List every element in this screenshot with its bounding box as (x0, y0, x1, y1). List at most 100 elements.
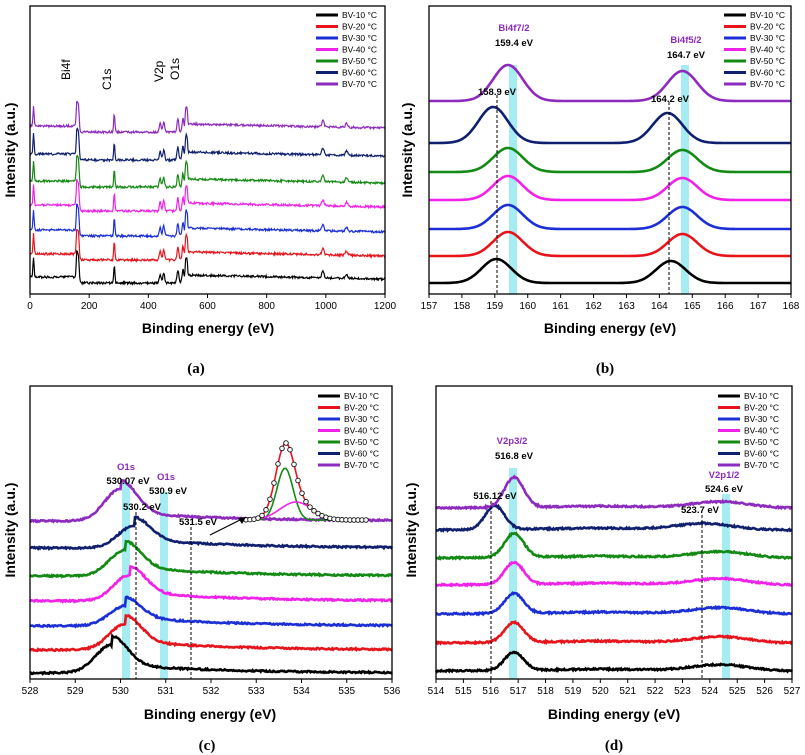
inset-data-point (307, 504, 313, 510)
series-1-line (29, 250, 386, 286)
legend-entry: BV-50 °C (344, 437, 379, 447)
legend-entry: BV-40 °C (342, 45, 377, 55)
x-tick-label: 157 (421, 301, 438, 312)
panel-b-ann-bi4f52: Bi4f5/2 (670, 35, 701, 46)
panel-b-xlabel: Binding energy (eV) (544, 320, 676, 336)
legend-entry: BV-40 °C (744, 426, 779, 436)
legend-entry: BV-10 °C (342, 10, 377, 20)
series-7-line (29, 101, 386, 135)
panel-d-highlight-1 (509, 468, 517, 679)
panel-c-ann-o1s-2: O1s (157, 472, 175, 483)
x-tick-label: 534 (293, 686, 310, 697)
x-tick-label: 164 (651, 301, 668, 312)
series-3-line (436, 591, 793, 617)
legend-entry: BV-30 °C (750, 33, 785, 43)
panel-c-xlabel: Binding energy (eV) (144, 706, 276, 722)
x-tick-label: 159 (486, 301, 503, 312)
panel-d: 514 515 516 517 518 519 520 521 522 523 524 525 526 5… (403, 385, 801, 754)
panel-c-x-ticks: 528 529 530 531 532 533 534 535 536 (22, 679, 401, 697)
inset-data-point (315, 510, 321, 517)
panel-a-peak-bi4f: Bi4f (59, 59, 73, 80)
x-tick-label: 530 (112, 686, 129, 697)
inset-data-point (287, 446, 293, 453)
panel-b-ann-158-9: 158.9 eV (478, 87, 517, 98)
inset-arrow-head (238, 517, 246, 524)
legend-entry: BV-20 °C (342, 22, 377, 32)
series-2-line (429, 230, 791, 258)
series-2-line (435, 620, 793, 646)
x-tick-label: 166 (717, 301, 734, 312)
legend-entry: BV-70 °C (744, 460, 779, 470)
panel-a-x-ticks: 0 200 400 600 800 1000 1200 (27, 294, 397, 312)
panel-c-highlight-1 (122, 482, 130, 679)
x-tick-label: 165 (684, 301, 701, 312)
panel-d-ann-v2p12: V2p1/2 (709, 470, 740, 481)
inset-data-point (259, 512, 265, 519)
x-tick-label: 527 (784, 686, 801, 697)
x-tick-label: 528 (22, 686, 39, 697)
x-tick-label: 533 (248, 686, 265, 697)
inset-data-point (291, 461, 297, 468)
x-tick-label: 524 (702, 686, 719, 697)
series-7-line (429, 63, 791, 103)
panel-a-peak-c1s: C1s (100, 69, 114, 90)
panel-b-ann-159-4: 159.4 eV (495, 38, 534, 49)
series-3-line (29, 203, 386, 239)
legend-entry: BV-10 °C (744, 391, 779, 401)
panel-c-ann-530-07: 530.07 eV (106, 476, 150, 487)
x-tick-label: 523 (674, 686, 691, 697)
legend-entry: BV-30 °C (344, 414, 379, 424)
inset-data-point (271, 480, 277, 486)
series-4-line (29, 178, 386, 214)
x-tick-label: 200 (81, 301, 98, 312)
x-tick-label: 1200 (374, 301, 397, 312)
panel-c-ann-530-2: 530.2 eV (123, 502, 162, 513)
panel-d-frame (435, 385, 793, 680)
x-tick-label: 167 (750, 301, 767, 312)
x-tick-label: 529 (67, 686, 84, 697)
panel-d-legend: BV-10 °C BV-20 °CBV-30 °C BV-40 °CBV-50 °C… (718, 391, 779, 470)
legend-entry: BV-60 °C (342, 68, 377, 78)
x-tick-label: 526 (756, 686, 773, 697)
panel-c-legend: BV-10 °C BV-20 °CBV-30 °C BV-40 °CBV-50 °C… (318, 391, 379, 470)
legend-entry: BV-70 °C (750, 79, 785, 89)
panel-a-peak-v2p: V2p (152, 60, 166, 82)
x-tick-label: 514 (428, 686, 445, 697)
panel-b-label: (b) (596, 361, 614, 377)
x-tick-label: 531 (157, 686, 174, 697)
panel-b-ann-164-2: 164.2 eV (651, 94, 690, 105)
x-tick-label: 522 (647, 686, 664, 697)
panel-a-xlabel: Binding energy (eV) (142, 320, 274, 336)
legend-entry: BV-40 °C (750, 45, 785, 55)
x-tick-label: 535 (338, 686, 355, 697)
panel-a-label: (a) (187, 361, 205, 377)
panel-b-highlight-1 (509, 65, 517, 294)
legend-entry: BV-60 °C (344, 449, 379, 459)
panel-d-ann-v2p32: V2p3/2 (497, 436, 528, 447)
panel-b-ylabel: Intensity (a.u.) (399, 103, 415, 198)
series-3-line (29, 595, 393, 629)
inset-data-point (267, 496, 273, 502)
series-1-line (434, 650, 794, 674)
legend-entry: BV-50 °C (750, 56, 785, 66)
panel-d-x-ticks: 514 515 516 517 518 519 520 521 522 523 524 525 526 5… (428, 679, 801, 697)
panel-d-ann-516-8: 516.8 eV (495, 451, 534, 462)
panel-c: 528 529 530 531 532 533 534 535 536 Binding ener… (2, 385, 401, 754)
x-tick-label: 536 (384, 686, 401, 697)
series-7-line (29, 478, 393, 524)
legend-entry: BV-70 °C (342, 79, 377, 89)
series-5-line (29, 154, 386, 190)
x-tick-label: 161 (552, 301, 569, 312)
legend-entry: BV-10 °C (344, 391, 379, 401)
panel-c-ann-531-5: 531.5 eV (179, 517, 218, 528)
panel-b: 157 158 159 160 161 162 163 164 165 166 167 168 Bin… (399, 5, 800, 377)
x-tick-label: 162 (585, 301, 602, 312)
series-5-line (435, 531, 793, 561)
panel-c-ann-530-9: 530.9 eV (149, 486, 188, 497)
panel-d-ann-524-6: 524.6 eV (705, 484, 744, 495)
panel-d-ylabel: Intensity (a.u.) (403, 483, 419, 578)
series-6-line (29, 127, 386, 164)
series-4-line (28, 565, 393, 604)
panel-a-ylabel: Intensity (a.u.) (2, 103, 18, 198)
